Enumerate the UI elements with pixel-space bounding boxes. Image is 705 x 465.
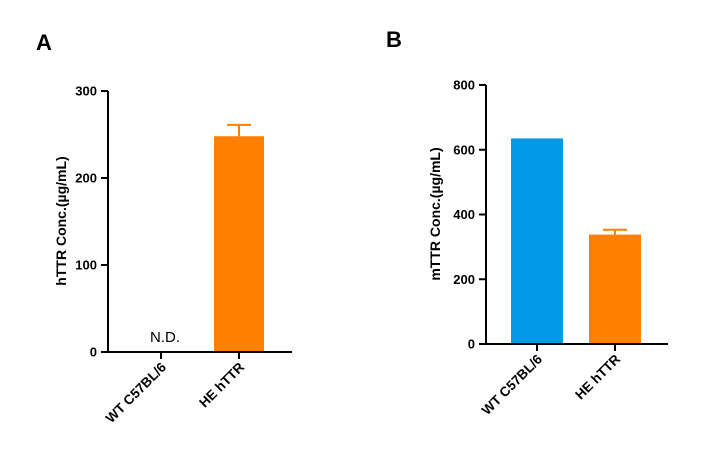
panel-b-y-tick-label: 0 (468, 337, 475, 352)
panel-b-label: B (386, 27, 402, 52)
panel-a-y-tick-label: 0 (90, 345, 97, 360)
panel-b-y-tick-label: 400 (453, 207, 475, 222)
panel-b-y-tick-label: 800 (453, 78, 475, 93)
panel-a-y-tick-label: 200 (75, 171, 97, 186)
panel-a-y-axis-title: hTTR Conc.(µg/mL) (53, 156, 69, 285)
panel-a-label: A (36, 30, 52, 55)
panel-b-y-tick-label: 200 (453, 272, 475, 287)
panel-a-annotation-0: N.D. (150, 329, 180, 346)
panel-b-bar-1 (589, 234, 641, 344)
panel-a-bar-1 (214, 136, 264, 352)
panel-a-x-tick-label: WT C57BL/6 (103, 359, 170, 426)
panel-a: A hTTR Conc.(µg/mL) N.D. 0 100 200 300 WT C57… (36, 30, 292, 426)
panel-a-x-tick-label: HE hTTR (196, 359, 247, 410)
panel-b: B mTTR Conc.(µg/mL) 0 200 400 600 800 WT C57B… (386, 27, 668, 418)
panel-b-bar-0 (511, 138, 563, 344)
panel-a-y-tick-label: 300 (75, 84, 97, 99)
panel-b-y-tick-label: 600 (453, 142, 475, 157)
panel-b-y-axis-title: mTTR Conc.(µg/mL) (427, 147, 443, 280)
panel-a-y-tick-label: 100 (75, 258, 97, 273)
panel-b-x-tick-label: HE hTTR (572, 351, 623, 402)
panel-b-x-tick-label: WT C57BL/6 (479, 351, 546, 418)
